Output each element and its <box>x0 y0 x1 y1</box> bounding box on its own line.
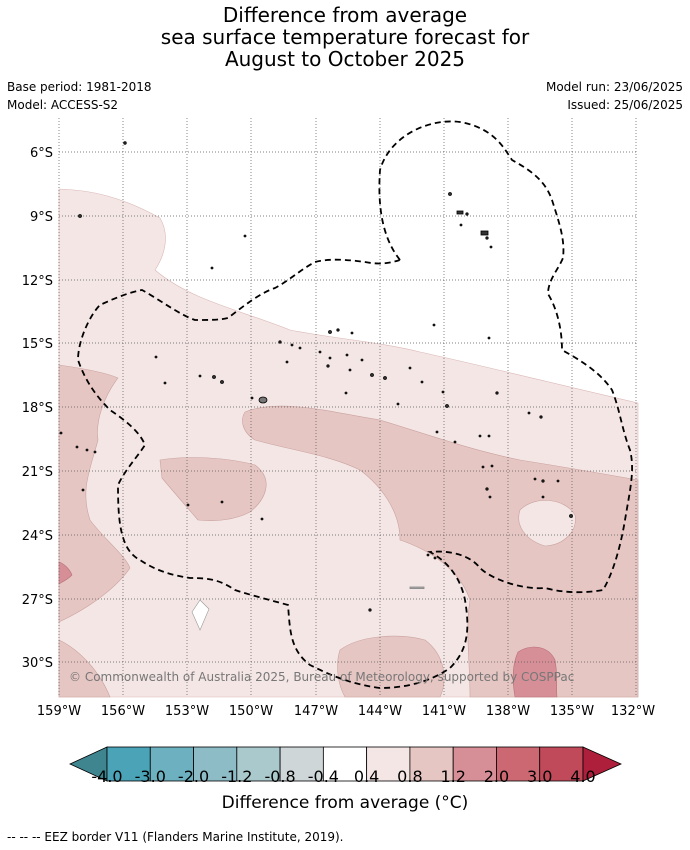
lat-label: 6°S <box>30 146 53 161</box>
lat-label: 18°S <box>22 401 53 416</box>
anomaly-zone-medium-west <box>58 364 131 623</box>
colorbar-tick-label: -4.0 <box>91 767 122 786</box>
anomaly-zone-neutral <box>191 599 210 631</box>
longitude-labels: 159°W 156°W 153°W 150°W 147°W 144°W 141°… <box>37 704 655 719</box>
model-name: Model: ACCESS-S2 <box>7 98 119 112</box>
colorbar-segment <box>539 746 584 782</box>
lon-label: 135°W <box>550 704 594 719</box>
lon-label: 150°W <box>229 704 273 719</box>
issued-date: Issued: 25/06/2025 <box>567 98 683 112</box>
anomaly-zone-light-pocket <box>518 500 576 547</box>
title-line-2: sea surface temperature forecast for <box>160 25 530 49</box>
title-line-3: August to October 2025 <box>224 47 466 71</box>
lon-label: 132°W <box>611 704 655 719</box>
anomaly-zone-warm-west <box>58 561 73 585</box>
eez-borders <box>77 120 633 689</box>
colorbar-tick-label: -0.8 <box>264 767 295 786</box>
lon-label: 141°W <box>422 704 466 719</box>
lon-label: 153°W <box>165 704 209 719</box>
colorbar: -4.0 -3.0 -2.0 -1.2 -0.8 -0.4 0.4 0.8 1.2 2.0 3.0 4… <box>69 746 622 786</box>
lat-label: 12°S <box>22 274 53 289</box>
colorbar-tick-label: 0.8 <box>397 767 422 786</box>
colorbar-segment <box>149 746 194 782</box>
colorbar-tick-label: 4.0 <box>570 767 595 786</box>
lon-label: 159°W <box>37 704 81 719</box>
map-copyright: © Commonwealth of Australia 2025, Bureau… <box>69 670 574 684</box>
title-line-1: Difference from average <box>222 3 468 27</box>
map-title: Difference from average sea surface temp… <box>0 4 690 70</box>
lat-label: 27°S <box>22 593 53 608</box>
lat-label: 30°S <box>22 656 53 671</box>
eez-legend-footer: -- -- -- EEZ border V11 (Flanders Marine… <box>7 830 344 844</box>
colorbar-unit-label: Difference from average (°C) <box>221 793 469 813</box>
meta-left: Base period: 1981-2018 Model: ACCESS-S2 <box>7 78 152 114</box>
colorbar-segment <box>496 746 541 782</box>
colorbar-segment <box>366 746 411 782</box>
gridlines <box>58 118 638 697</box>
map-area <box>58 188 639 698</box>
colorbar-tick-label: 3.0 <box>527 767 552 786</box>
anomaly-zone-medium-south <box>337 635 445 698</box>
meta-right: Model run: 23/06/2025 Issued: 25/06/2025 <box>546 78 683 114</box>
lon-label: 138°W <box>486 704 530 719</box>
latitude-labels: 6°S 9°S 12°S 15°S 18°S 21°S 24°S 27°S 30… <box>22 146 53 671</box>
colorbar-tick-label: -3.0 <box>135 767 166 786</box>
lon-label: 156°W <box>101 704 145 719</box>
colorbar-segment <box>279 746 324 782</box>
anomaly-zone-medium-central <box>159 457 267 522</box>
colorbar-segment <box>452 746 497 782</box>
colorbar-tick-label: 1.2 <box>440 767 465 786</box>
lat-label: 24°S <box>22 529 53 544</box>
anomaly-zone-warm-south <box>512 646 558 698</box>
lon-label: 144°W <box>358 704 402 719</box>
anomaly-zone-medium-sw <box>58 639 111 698</box>
colorbar-segment <box>409 746 454 782</box>
base-period: Base period: 1981-2018 <box>7 80 152 94</box>
islands <box>59 141 573 612</box>
colorbar-segment <box>193 746 238 782</box>
colorbar-tick-label: -1.2 <box>221 767 252 786</box>
colorbar-segment <box>106 746 151 782</box>
colorbar-tick-label: -2.0 <box>178 767 209 786</box>
lat-label: 9°S <box>30 210 53 225</box>
lon-label: 147°W <box>294 704 338 719</box>
eez-border-french-polynesia <box>77 120 633 689</box>
colorbar-tick-label: -0.4 <box>308 767 339 786</box>
colorbar-segment <box>236 746 281 782</box>
colorbar-arrow-high <box>582 746 622 782</box>
model-run: Model run: 23/06/2025 <box>545 80 683 94</box>
lat-label: 21°S <box>22 465 53 480</box>
lat-label: 15°S <box>22 337 53 352</box>
colorbar-tick-label: 2.0 <box>484 767 509 786</box>
colorbar-tick-label: 0.4 <box>354 767 379 786</box>
